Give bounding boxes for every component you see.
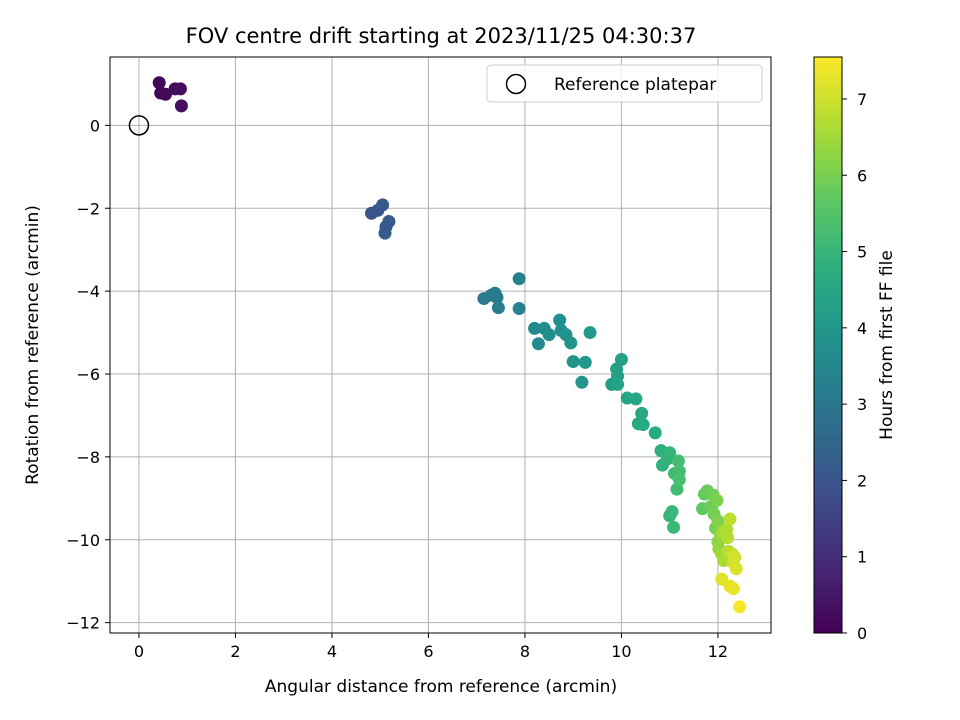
data-points — [152, 76, 747, 614]
data-point — [723, 512, 737, 526]
x-tick-label: 12 — [708, 642, 728, 661]
data-point — [710, 493, 724, 507]
y-tick-label: −12 — [66, 614, 100, 633]
y-axis-ticks: 0 −2 −4 −6 −8 −10 −12 — [66, 116, 110, 633]
data-point — [174, 99, 188, 113]
legend-box — [486, 64, 763, 103]
data-point — [728, 550, 742, 564]
colorbar-tick-label: 5 — [857, 243, 867, 262]
data-point — [491, 301, 505, 315]
data-point — [512, 272, 526, 286]
data-point — [578, 355, 592, 369]
data-point — [583, 326, 597, 340]
data-point — [575, 375, 589, 389]
y-tick-label: −10 — [66, 531, 100, 550]
colorbar-tick-label: 3 — [857, 395, 867, 414]
data-point — [378, 226, 392, 240]
legend-marker-icon — [505, 73, 527, 95]
data-point — [376, 198, 390, 212]
data-point — [611, 377, 625, 391]
data-point — [158, 87, 172, 101]
data-point — [564, 336, 578, 350]
data-point — [671, 454, 685, 468]
data-point — [629, 392, 643, 406]
legend: Reference platepar — [486, 64, 763, 103]
data-point — [382, 215, 396, 229]
data-point — [542, 328, 556, 342]
y-tick-label: −2 — [76, 199, 100, 218]
data-point — [665, 505, 679, 519]
colorbar-tick-label: 7 — [857, 90, 867, 109]
y-tick-label: −6 — [76, 365, 100, 384]
colorbar-tick-label: 1 — [857, 548, 867, 567]
colorbar-gradient — [813, 56, 843, 634]
data-point — [173, 82, 187, 96]
data-point — [152, 76, 166, 90]
data-point — [614, 353, 628, 367]
y-tick-label: 0 — [90, 116, 100, 135]
colorbar-tick-label: 2 — [857, 471, 867, 490]
data-point — [721, 531, 735, 545]
x-tick-label: 2 — [230, 642, 240, 661]
data-point — [528, 321, 542, 335]
data-point — [635, 406, 649, 420]
y-axis-title: Rotation from reference (arcmin) — [23, 205, 43, 485]
data-point — [636, 418, 650, 432]
colorbar-ticks: 0 1 2 3 4 5 6 7 — [842, 90, 867, 643]
colorbar-title: Hours from first FF file — [877, 250, 897, 440]
data-point — [648, 426, 662, 440]
data-point — [726, 582, 740, 596]
y-tick-label: −8 — [76, 448, 100, 467]
plot-area: 0 2 4 6 8 10 12 0 −2 −4 −6 −8 −10 −12 — [66, 56, 772, 661]
x-axis-title: Angular distance from reference (arcmin) — [265, 677, 617, 697]
data-point — [729, 562, 743, 576]
data-point — [490, 290, 504, 304]
x-tick-label: 0 — [134, 642, 144, 661]
data-point — [711, 514, 725, 528]
x-tick-label: 10 — [611, 642, 631, 661]
chart-title: FOV centre drift starting at 2023/11/25 … — [186, 24, 697, 48]
data-point — [667, 520, 681, 534]
data-point — [512, 302, 526, 316]
colorbar: 0 1 2 3 4 5 6 7 Hours from first FF file — [813, 56, 897, 643]
x-tick-label: 6 — [423, 642, 433, 661]
colorbar-tick-label: 6 — [857, 166, 867, 185]
y-tick-label: −4 — [76, 282, 100, 301]
x-tick-label: 8 — [520, 642, 530, 661]
data-point — [672, 473, 686, 487]
reference-platepar-marker — [128, 115, 150, 136]
legend-entry-reference-platepar: Reference platepar — [554, 75, 716, 95]
data-point — [733, 600, 747, 614]
x-axis-ticks: 0 2 4 6 8 10 12 — [134, 633, 728, 661]
colorbar-tick-label: 0 — [857, 624, 867, 643]
data-point — [663, 446, 677, 460]
data-point — [553, 313, 567, 327]
grid-lines — [110, 57, 771, 633]
colorbar-tick-label: 4 — [857, 319, 867, 338]
data-point — [531, 337, 545, 351]
x-tick-label: 4 — [327, 642, 337, 661]
data-point — [566, 355, 580, 369]
